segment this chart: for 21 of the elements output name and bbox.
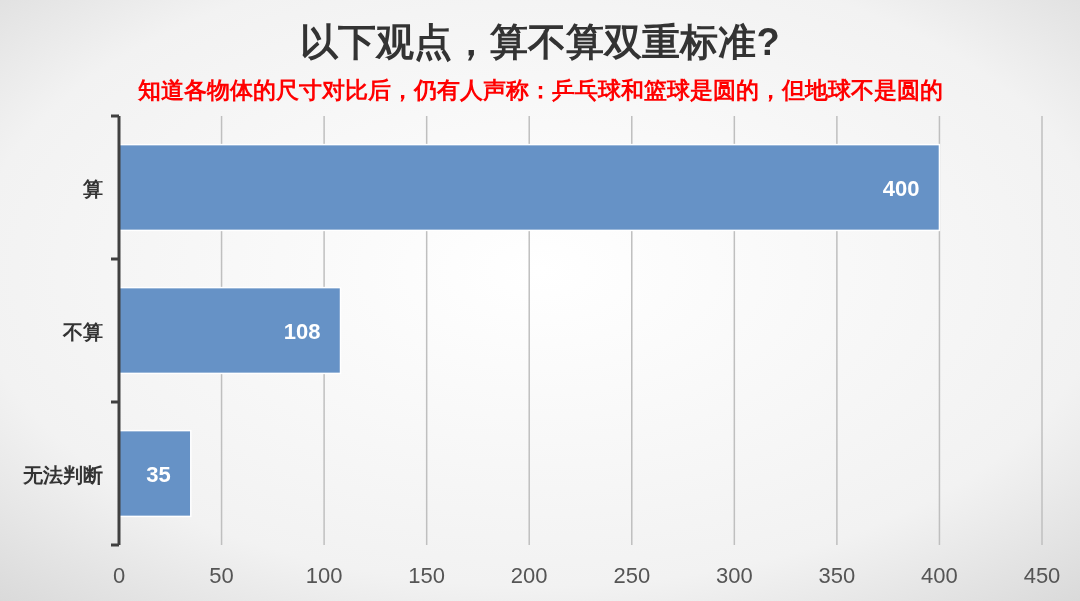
x-tick-label: 300 — [715, 563, 753, 588]
x-tick-label: 450 — [1023, 563, 1061, 588]
x-tick-label: 350 — [818, 563, 856, 588]
y-tick-label: 无法判断 — [22, 463, 103, 486]
x-tick-label: 0 — [112, 563, 126, 588]
x-tick-label: 100 — [305, 563, 343, 588]
data-label: 400 — [882, 175, 920, 201]
y-tick-label: 算 — [82, 177, 103, 200]
data-label: 108 — [283, 318, 321, 344]
bar — [118, 286, 342, 375]
chart-title: 以下观点，算不算双重标准? — [300, 21, 780, 63]
x-tick-label: 400 — [921, 563, 958, 588]
x-tick-label: 250 — [613, 563, 651, 588]
y-tick-label: 不算 — [62, 320, 103, 343]
chart-subtitle: 知道各物体的尺寸对比后，仍有人声称：乒乓球和篮球是圆的，但地球不是圆的 — [136, 77, 943, 103]
bar — [118, 143, 941, 232]
x-tick-label: 200 — [510, 563, 548, 588]
x-tick-label: 50 — [209, 563, 234, 588]
data-label: 35 — [146, 461, 171, 487]
x-tick-label: 150 — [408, 563, 446, 588]
bar — [118, 429, 192, 518]
